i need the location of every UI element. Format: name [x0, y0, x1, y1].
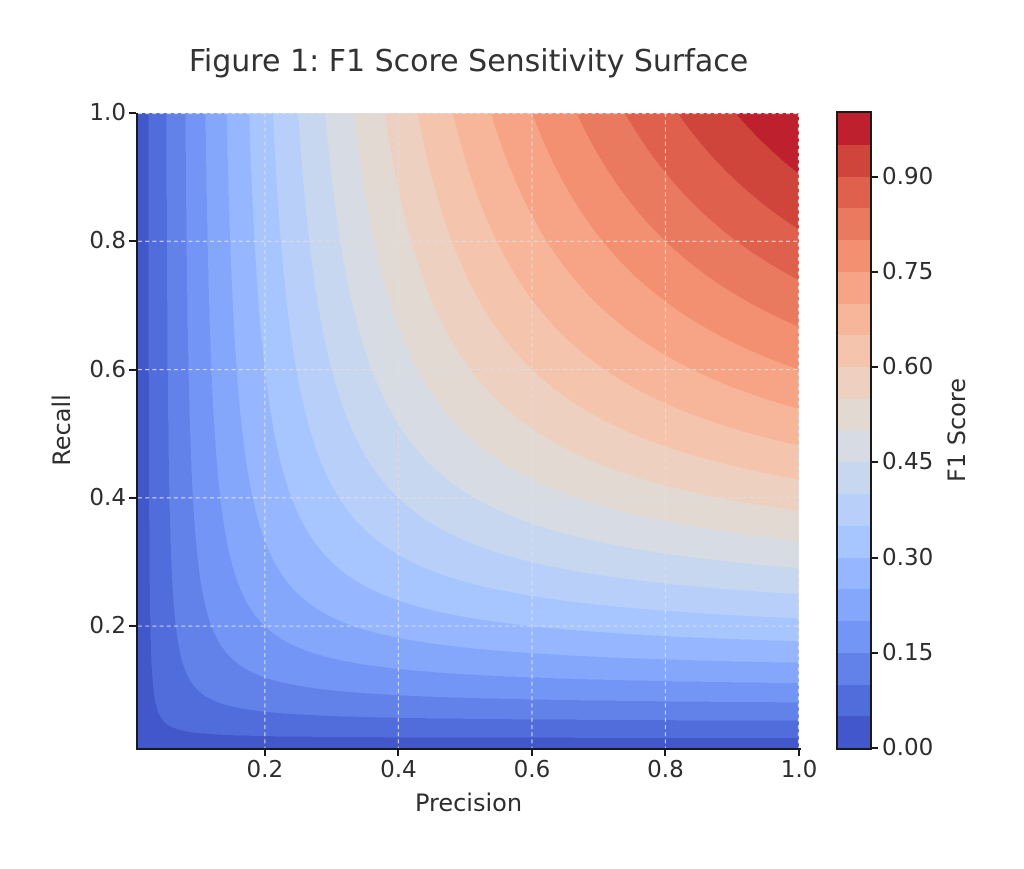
- colorbar-tick-label: 0.75: [882, 258, 934, 285]
- colorbar-band: [838, 589, 870, 621]
- colorbar-label: F1 Score: [943, 378, 971, 482]
- colorbar-tick-mark: [872, 175, 878, 178]
- y-axis-label: Recall: [48, 394, 76, 466]
- x-tick-label: 0.4: [380, 757, 417, 783]
- x-tick-label: 0.6: [513, 757, 551, 783]
- colorbar-band: [838, 144, 870, 177]
- colorbar-band: [838, 271, 870, 304]
- chart-title: Figure 1: F1 Score Sensitivity Surface: [188, 44, 749, 79]
- x-tick-label: 0.2: [246, 757, 284, 783]
- colorbar: [836, 111, 872, 750]
- colorbar-band: [838, 525, 870, 558]
- x-tick-mark: [664, 750, 667, 756]
- colorbar-band: [838, 240, 870, 272]
- colorbar-tick-mark: [872, 461, 878, 464]
- x-tick-mark: [397, 750, 400, 756]
- colorbar-band: [838, 462, 870, 494]
- y-tick-mark: [129, 112, 136, 114]
- colorbar-band: [838, 303, 870, 336]
- colorbar-tick-label: 0.30: [882, 544, 934, 571]
- y-tick-mark: [129, 240, 136, 243]
- colorbar-tick-label: 0.00: [882, 735, 934, 761]
- colorbar-band: [838, 621, 870, 653]
- y-tick-mark: [129, 368, 136, 371]
- x-tick-label: 1.0: [780, 757, 818, 783]
- colorbar-tick-label: 0.60: [882, 354, 934, 380]
- colorbar-tick-mark: [872, 270, 878, 273]
- colorbar-band: [838, 557, 870, 590]
- colorbar-band: [838, 113, 870, 145]
- y-tick-label: 0.4: [89, 484, 126, 511]
- colorbar-band: [838, 716, 870, 748]
- colorbar-tick-label: 0.90: [882, 163, 934, 190]
- colorbar-tick-label: 0.45: [882, 449, 934, 476]
- x-axis-spine: [136, 748, 801, 750]
- y-tick-label: 1.0: [89, 100, 126, 126]
- colorbar-band: [838, 367, 870, 399]
- y-tick-label: 0.6: [89, 356, 126, 383]
- x-tick-label: 0.8: [647, 757, 684, 783]
- colorbar-tick-mark: [872, 366, 878, 368]
- colorbar-tick-mark: [872, 556, 878, 559]
- colorbar-band: [838, 684, 870, 717]
- contour-surface: [138, 113, 799, 748]
- x-tick-mark: [263, 750, 266, 756]
- colorbar-tick-mark: [872, 747, 878, 749]
- colorbar-band: [838, 335, 870, 367]
- colorbar-band: [838, 176, 870, 209]
- colorbar-band: [838, 208, 870, 240]
- y-tick-mark: [129, 496, 136, 499]
- y-tick-label: 0.8: [89, 228, 126, 255]
- y-tick-mark: [129, 625, 136, 628]
- colorbar-tick-mark: [872, 651, 878, 654]
- colorbar-band: [838, 430, 870, 463]
- x-tick-mark: [798, 750, 800, 756]
- y-axis-spine: [136, 113, 138, 750]
- colorbar-tick-label: 0.15: [882, 639, 934, 666]
- colorbar-band: [838, 652, 870, 685]
- colorbar-band: [838, 494, 870, 526]
- colorbar-band: [838, 398, 870, 431]
- x-axis-label: Precision: [414, 789, 523, 817]
- plot-area: [138, 113, 799, 748]
- x-tick-mark: [530, 750, 533, 756]
- y-tick-label: 0.2: [89, 613, 126, 640]
